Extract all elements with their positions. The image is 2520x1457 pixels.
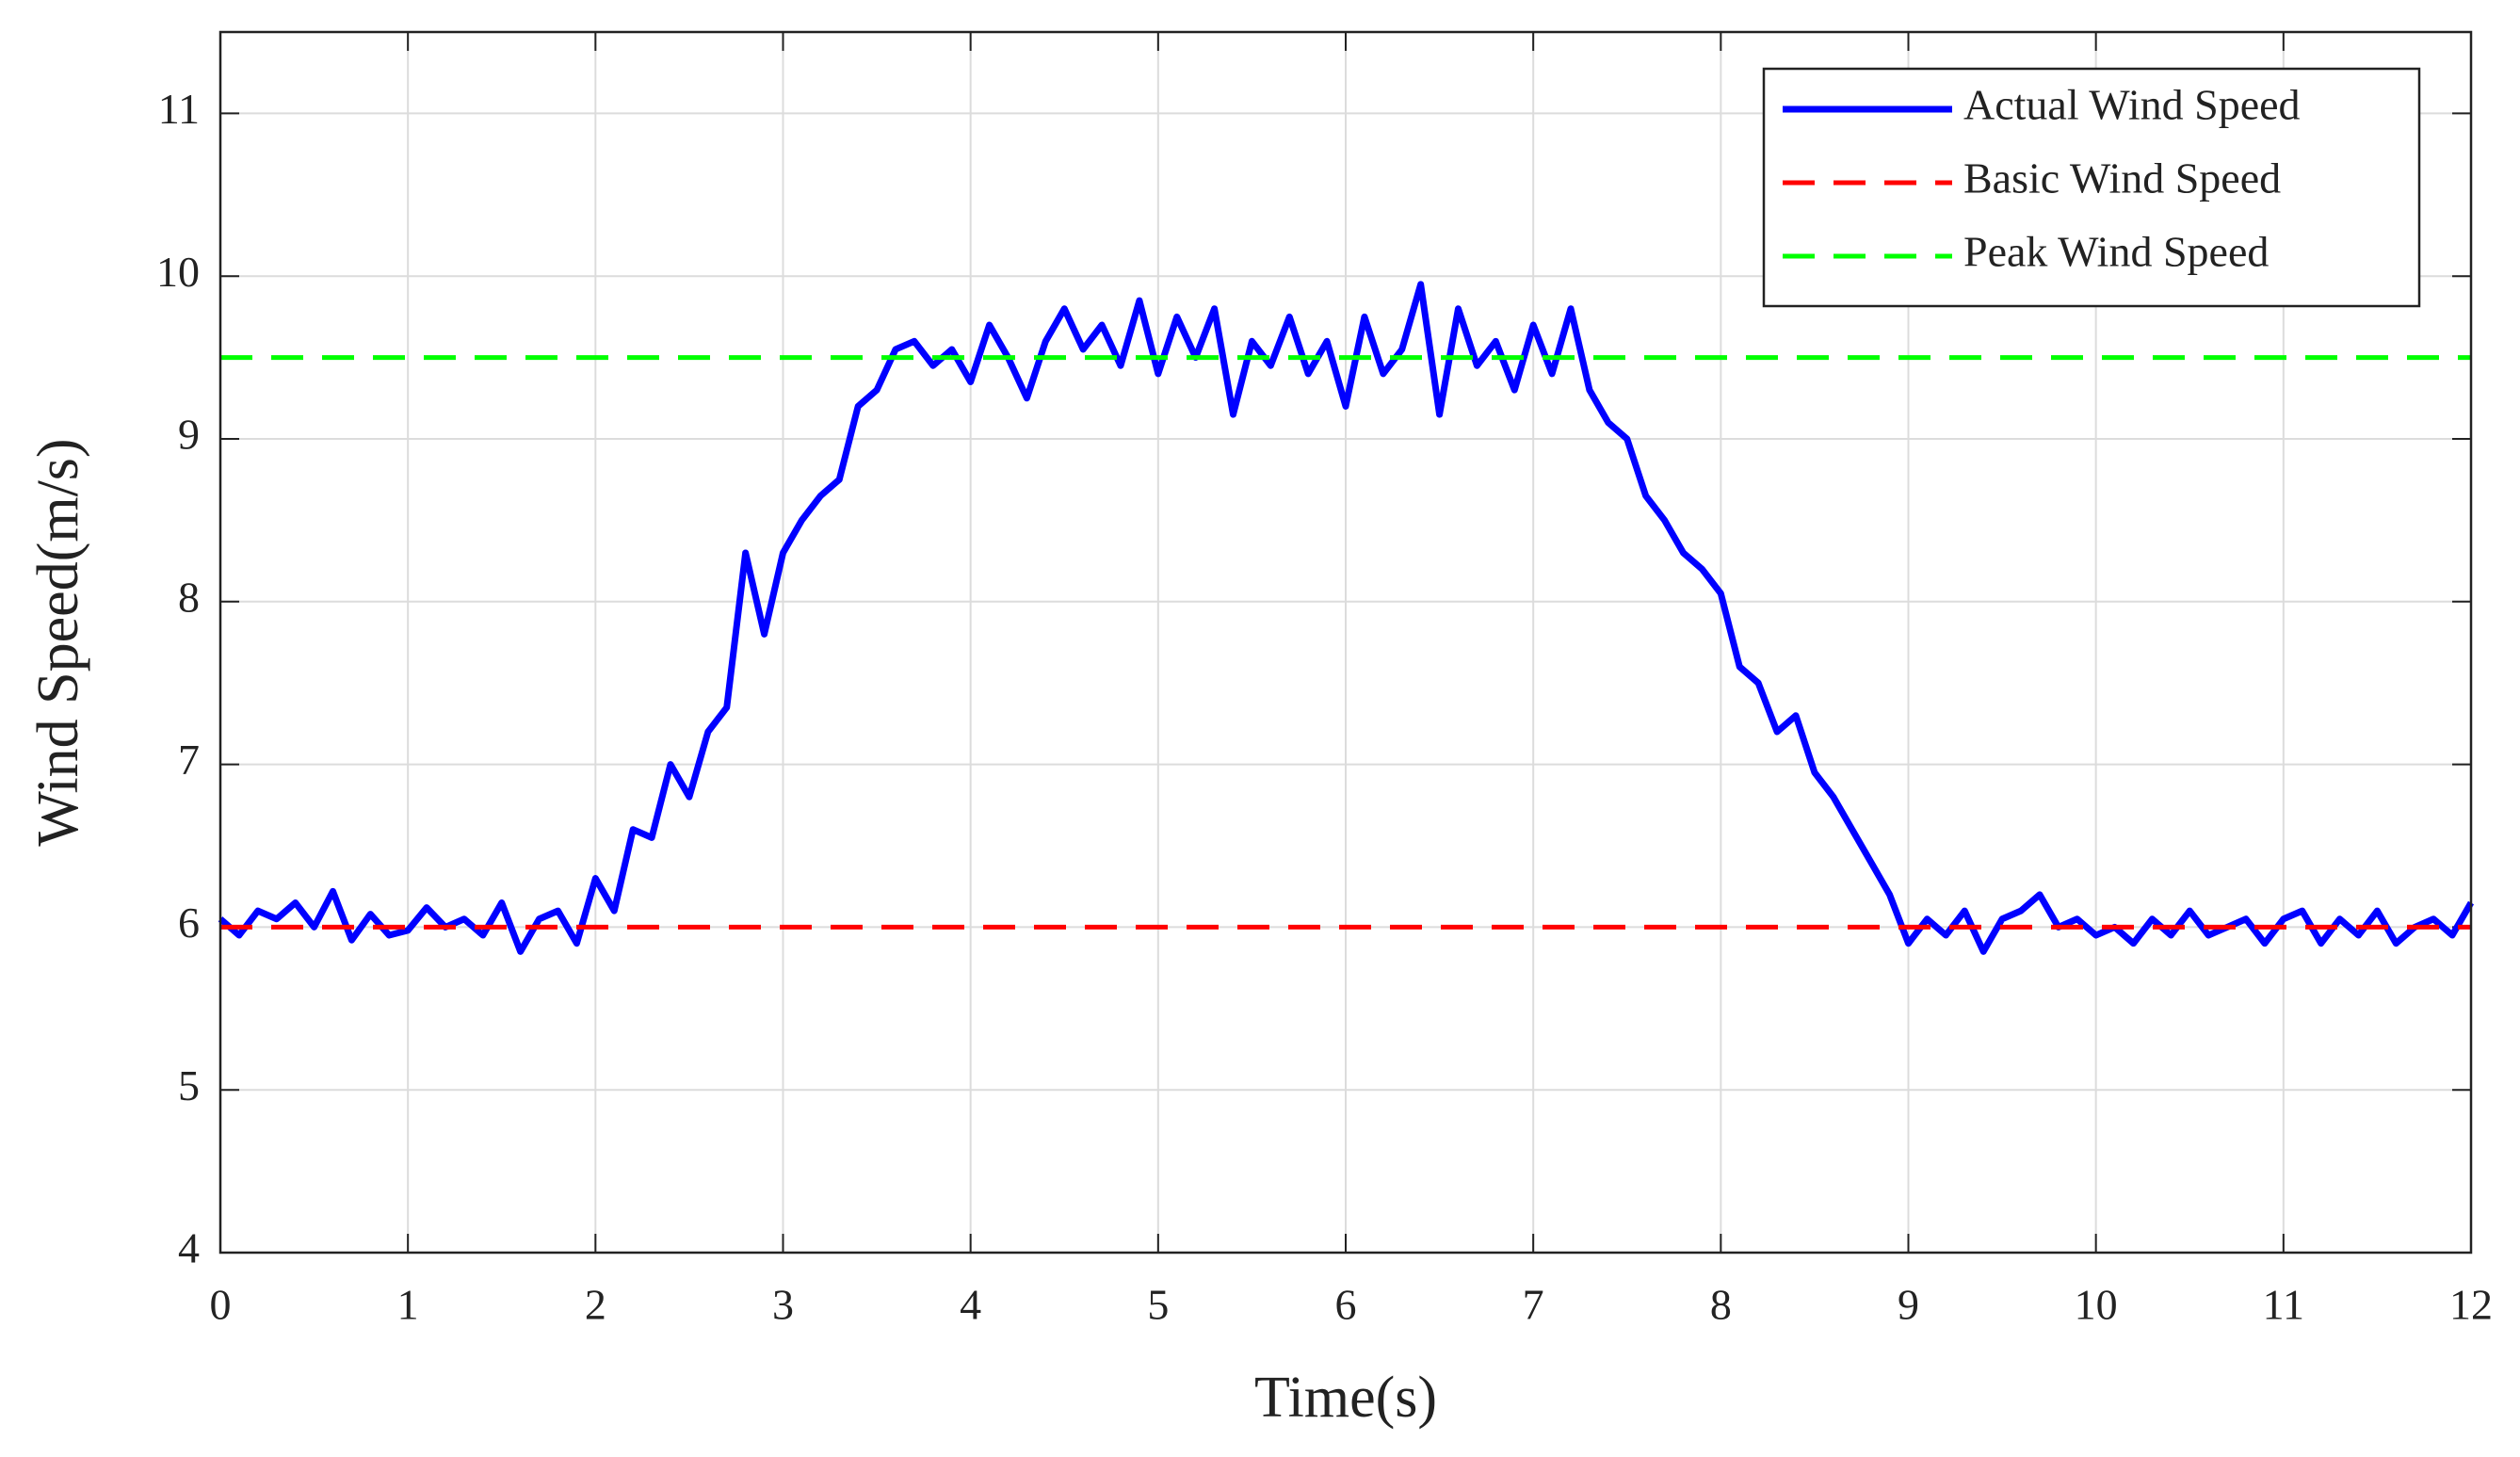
y-tick-label: 6 xyxy=(178,898,200,947)
y-axis-label: Wind Speed(m/s) xyxy=(26,438,90,846)
series-line xyxy=(218,281,2475,955)
legend-label: Basic Wind Speed xyxy=(1963,154,2281,202)
x-tick-label: 4 xyxy=(960,1281,981,1329)
y-tick-label: 8 xyxy=(178,573,200,621)
x-tick-label: 9 xyxy=(1898,1281,1919,1329)
x-tick-label: 11 xyxy=(2263,1281,2304,1329)
y-tick-label: 7 xyxy=(178,736,200,784)
x-tick-label: 2 xyxy=(585,1281,606,1329)
x-tick-label: 12 xyxy=(2449,1281,2493,1329)
x-tick-label: 8 xyxy=(1710,1281,1732,1329)
x-tick-label: 0 xyxy=(210,1281,232,1329)
y-tick-label: 4 xyxy=(178,1224,200,1272)
x-tick-label: 5 xyxy=(1147,1281,1169,1329)
y-tick-label: 11 xyxy=(158,85,200,133)
plot-frame xyxy=(218,30,2473,1255)
y-tick-label: 10 xyxy=(156,248,200,296)
legend-label: Peak Wind Speed xyxy=(1963,228,2269,276)
x-tick-label: 6 xyxy=(1335,1281,1357,1329)
x-tick-label: 10 xyxy=(2075,1281,2118,1329)
x-axis-label: Time(s) xyxy=(1254,1366,1437,1430)
y-tick-label: 9 xyxy=(178,411,200,459)
legend-label: Actual Wind Speed xyxy=(1963,81,2301,129)
y-tick-label: 5 xyxy=(178,1061,200,1109)
x-tick-label: 1 xyxy=(397,1281,419,1329)
x-tick-label: 3 xyxy=(772,1281,794,1329)
x-tick-label: 7 xyxy=(1523,1281,1544,1329)
